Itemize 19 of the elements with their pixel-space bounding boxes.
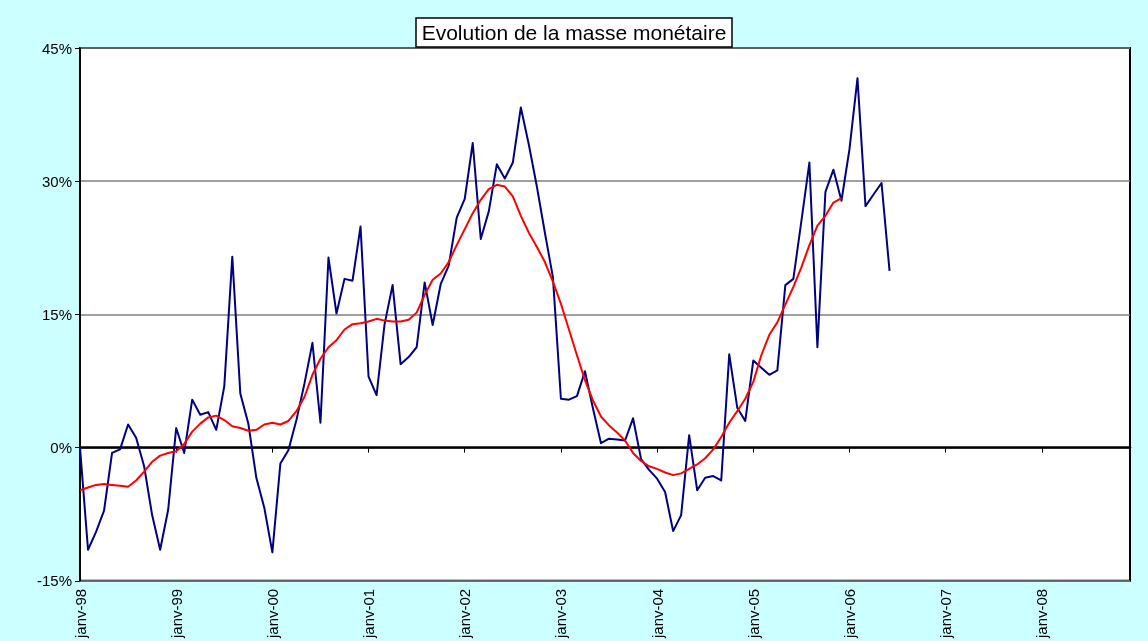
x-tick-label: janv-06 bbox=[840, 588, 858, 640]
x-tick-label: janv-00 bbox=[263, 588, 281, 640]
x-tick-label: janv-08 bbox=[1033, 588, 1051, 640]
y-tick-label: -15% bbox=[36, 572, 72, 590]
chart-title: Evolution de la masse monétaire bbox=[421, 21, 727, 44]
y-tick-label: 30% bbox=[41, 172, 72, 190]
y-tick-label: 15% bbox=[41, 305, 72, 323]
x-tick-label: janv-01 bbox=[360, 588, 378, 640]
x-tick-label: janv-05 bbox=[744, 588, 762, 640]
line-series bbox=[79, 183, 843, 492]
y-tick-label: 45% bbox=[41, 39, 72, 57]
x-tick-label: janv-98 bbox=[71, 588, 89, 640]
x-tick-label: janv-03 bbox=[552, 588, 570, 640]
x-tick-label: janv-99 bbox=[167, 588, 185, 640]
x-tick-label: janv-07 bbox=[937, 588, 955, 640]
x-tick-label: janv-02 bbox=[456, 588, 474, 640]
y-tick-label: 0% bbox=[50, 439, 72, 457]
x-tick-label: janv-04 bbox=[648, 588, 666, 640]
line-series bbox=[79, 77, 891, 554]
